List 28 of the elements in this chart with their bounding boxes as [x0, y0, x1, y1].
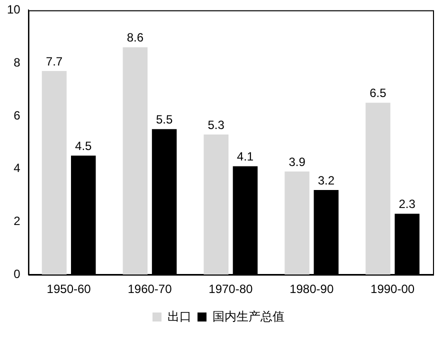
y-tick-label: 2 — [14, 214, 21, 228]
data-label: 3.2 — [318, 173, 335, 188]
data-label: 7.7 — [46, 54, 63, 68]
bar — [204, 134, 228, 275]
y-tick-label: 8 — [14, 55, 21, 70]
data-label: 2.3 — [398, 197, 416, 212]
x-tick-label: 1960-70 — [128, 282, 172, 296]
data-label: 3.9 — [288, 154, 306, 169]
legend-label: 出口 — [168, 309, 192, 324]
data-label: 8.6 — [126, 30, 144, 45]
x-tick-label: 1950-60 — [46, 282, 92, 296]
x-tick-label: 1990-00 — [370, 282, 415, 296]
data-label: 5.3 — [208, 118, 225, 132]
y-tick-label: 0 — [14, 266, 21, 281]
data-label: 4.1 — [236, 150, 254, 164]
data-label: 5.5 — [156, 112, 173, 126]
bar — [284, 171, 310, 275]
x-tick-label: 1980-90 — [290, 282, 334, 296]
y-tick-label: 10 — [6, 2, 21, 17]
bar — [42, 71, 67, 275]
data-label: 4.5 — [75, 138, 92, 153]
y-tick-label: 4 — [14, 161, 21, 176]
x-tick-label: 1970-80 — [208, 282, 254, 296]
bar — [366, 102, 390, 275]
y-tick-label: 6 — [14, 108, 21, 122]
bar — [122, 47, 148, 275]
data-label: 6.5 — [370, 86, 387, 100]
legend-label: 国内生产总值 — [212, 309, 284, 324]
